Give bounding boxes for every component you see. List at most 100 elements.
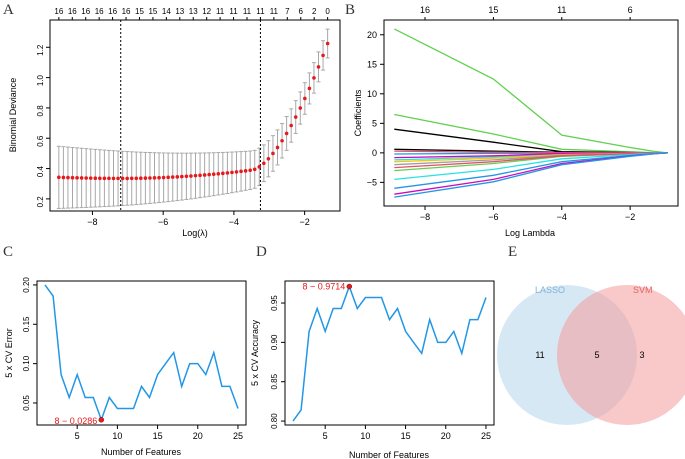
panel-b-y-ticks: −5 0 5 10 15 20 [367, 30, 384, 187]
panel-a-point [107, 176, 111, 181]
panel-c-ytick-label: 0.10 [22, 355, 31, 371]
panel-a-top-label: 2 [312, 7, 317, 16]
panel-c-best-point [98, 417, 105, 423]
panel-d-ytick-label: 0.85 [270, 373, 279, 389]
panel-d-y-ticks: 0.80 0.85 0.90 0.95 [270, 295, 285, 429]
panel-d-cv-accuracy: D 8 − 0.9714 5 10 15 20 25 0.800.850.900.95 … [250, 244, 495, 459]
panel-a-point [166, 175, 170, 180]
panel-a-point [262, 161, 266, 166]
panel-a-point [248, 168, 252, 173]
panel-c-x-ticks: 5 10 15 20 25 [75, 425, 243, 441]
panel-a-top-label: 7 [285, 7, 290, 16]
panel-e-letter: E [508, 244, 517, 260]
panel-b-ytick-label: −5 [367, 177, 377, 187]
panel-a-point [102, 176, 107, 181]
panel-c-xtick-label: 5 [75, 431, 80, 441]
panel-a-top-label: 13 [189, 7, 198, 16]
venn-count-intersection: 5 [594, 350, 599, 360]
panel-b-xtick-label: −8 [420, 212, 430, 222]
panel-a-top-label: 16 [54, 7, 63, 16]
panel-b-xtick-label: −6 [488, 212, 498, 222]
panel-a-top-label: 11 [256, 7, 265, 16]
panel-a-point [134, 176, 139, 181]
panel-a-error-bars [56, 28, 330, 209]
panel-a-top-label: 11 [216, 7, 225, 16]
panel-a-top-label: 16 [81, 7, 90, 16]
panel-c-ylabel: 5 x CV Error [4, 328, 14, 378]
panel-a-point [120, 176, 125, 181]
panel-c-y-ticks: 0.05 0.10 0.15 0.20 [22, 277, 37, 411]
panel-a-point [98, 176, 102, 181]
panel-b-ytick-label: 10 [367, 89, 377, 99]
panel-a-point [75, 176, 79, 180]
panel-a-top-label: 14 [162, 7, 171, 16]
panel-c-annotation: 8 − 0.0286 [55, 416, 98, 426]
panel-a-frame [49, 19, 341, 212]
panel-a-point [252, 167, 257, 172]
panel-a-point [243, 169, 248, 173]
panel-a-top-label: 11 [270, 7, 279, 16]
panel-b-top-label: 15 [488, 5, 498, 15]
panel-e-venn: E LASSO SVM 11 5 3 [497, 244, 685, 425]
panel-a-point [161, 175, 166, 180]
panel-b-coef-line [394, 152, 668, 198]
panel-a-point [271, 151, 275, 156]
panel-a-points [57, 41, 330, 181]
panel-d-ytick-label: 0.80 [270, 413, 279, 429]
panel-a-point [316, 65, 321, 69]
panel-a-point [125, 176, 129, 181]
panel-a-cv-deviance: A 16 16 16 16 16 16 15 15 14 13 13 12 11 11 11 11 11 7 6 2 0… [3, 2, 341, 238]
panel-c-xtick-label: 25 [233, 431, 243, 441]
panel-d-letter: D [256, 244, 267, 260]
panel-a-point [139, 176, 143, 181]
panel-c-series: 8 − 0.0286 [44, 284, 239, 426]
panel-c-xtick-label: 15 [153, 431, 163, 441]
panel-a-ytick-label: 1.0 [36, 74, 45, 86]
panel-a-y-ticks: 0.2 0.4 0.6 0.8 1.0 1.2 [36, 44, 50, 207]
panel-a-point [312, 76, 316, 80]
panel-a-xlabel: Log(λ) [182, 228, 208, 238]
panel-b-ytick-label: 15 [367, 59, 377, 69]
panel-a-point [129, 176, 134, 181]
panel-b-coefficient-paths: B 16 15 11 6 −8 −6 −4 −2 −5 0 5 10 15 20 Log Lambda… [345, 2, 679, 238]
panel-c-cv-error: C 8 − 0.0286 5 10 15 20 25 0.050.100.150.20 … [3, 244, 247, 457]
panel-c-xlabel: Number of Features [101, 447, 182, 457]
panel-b-lines [394, 28, 668, 198]
panel-b-top-axis: 16 15 11 6 [420, 5, 633, 20]
panel-a-ytick-label: 0.4 [36, 165, 45, 177]
panel-a-point [170, 175, 175, 179]
panel-a-point [298, 106, 303, 110]
venn-circle-svm [557, 285, 685, 425]
panel-b-ytick-label: 0 [372, 148, 377, 158]
panel-d-xtick-label: 10 [360, 431, 370, 441]
panel-a-point [193, 173, 198, 178]
panel-c-letter: C [3, 244, 13, 260]
panel-a-point [211, 172, 216, 176]
panel-a-point [293, 115, 298, 119]
panel-a-top-label: 16 [108, 7, 117, 16]
panel-a-xtick-label: −8 [87, 217, 97, 227]
panel-b-xtick-label: −4 [557, 212, 567, 222]
panel-a-point [202, 173, 207, 177]
panel-a-point [189, 174, 193, 178]
panel-b-ylabel: Coefficients [353, 89, 363, 136]
panel-a-top-label: 16 [95, 7, 104, 16]
panel-a-point [284, 131, 289, 136]
panel-a-top-label: 0 [325, 7, 330, 16]
panel-a-point [70, 175, 75, 180]
panel-a-point [289, 123, 293, 128]
panel-a-point [225, 171, 230, 175]
panel-d-ytick-label: 0.90 [270, 334, 279, 350]
panel-a-point [84, 176, 88, 180]
panel-a-ytick-label: 0.2 [36, 196, 45, 208]
panel-a-top-label: 16 [122, 7, 131, 16]
panel-a-point [148, 176, 152, 180]
panel-b-coef-line [394, 28, 668, 154]
panel-a-letter: A [3, 2, 14, 18]
panel-a-top-axis: 16 16 16 16 16 16 15 15 14 13 13 12 11 11 11 11 11 7 6 2 0 [54, 7, 330, 20]
panel-c-ytick-label: 0.15 [22, 316, 31, 332]
panel-a-point [88, 176, 93, 180]
panel-c-xtick-label: 20 [193, 431, 203, 441]
panel-a-ylabel: Binomial Deviance [8, 78, 18, 153]
venn-label-svm: SVM [633, 285, 653, 295]
